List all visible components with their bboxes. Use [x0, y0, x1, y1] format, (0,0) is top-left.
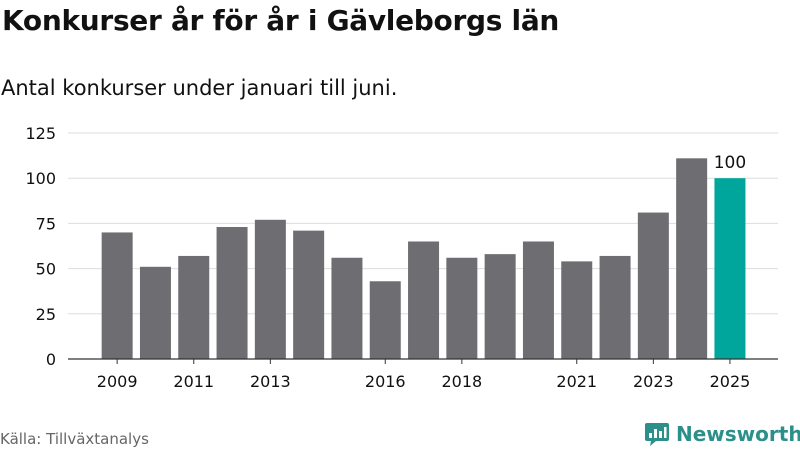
chart-title: Konkurser år för år i Gävleborgs län — [2, 4, 560, 37]
x-tick-label: 2009 — [97, 372, 138, 391]
x-tick-label: 2021 — [556, 372, 597, 391]
brand-name: Newsworthy — [676, 422, 800, 446]
bar-2016 — [369, 281, 401, 359]
x-tick-label: 2011 — [173, 372, 214, 391]
bar-2022 — [599, 255, 631, 359]
bar-2015 — [331, 257, 363, 359]
x-axis-ticks: 2009 2011 2013 2016 2018 2021 2023 2025 — [97, 359, 751, 391]
x-tick-label: 2018 — [441, 372, 482, 391]
y-tick-label: 25 — [36, 305, 56, 324]
y-tick-label: 0 — [46, 350, 56, 369]
source-note: Källa: Tillväxtanalys — [0, 430, 149, 448]
bar-2013 — [254, 219, 286, 359]
bar-2014 — [293, 230, 325, 359]
chart-subtitle: Antal konkurser under januari till juni. — [1, 76, 398, 100]
bar-2010 — [139, 266, 171, 359]
data-labels: 100 — [714, 153, 746, 173]
y-tick-label: 125 — [25, 124, 56, 143]
x-tick-label: 2023 — [633, 372, 674, 391]
bar-2019 — [484, 254, 516, 359]
bar-2023 — [637, 212, 669, 359]
bars — [101, 158, 746, 359]
bar-2012 — [216, 227, 248, 359]
bar-2021 — [561, 261, 593, 359]
bar-2011 — [178, 255, 210, 359]
newsworthy-logo-icon — [645, 423, 669, 446]
y-axis-ticks: 0 25 50 75 100 125 — [25, 124, 56, 369]
brand-logo: Newsworthy — [644, 420, 800, 448]
bar-2009 — [101, 232, 133, 359]
y-tick-label: 50 — [36, 260, 56, 279]
x-tick-label: 2025 — [710, 372, 751, 391]
bar-2018 — [446, 257, 478, 359]
data-label-2025: 100 — [714, 153, 746, 173]
bar-2025 — [714, 178, 746, 359]
bar-2024 — [676, 158, 708, 359]
x-tick-label: 2016 — [365, 372, 406, 391]
bar-2020 — [522, 241, 554, 359]
bar-2017 — [408, 241, 440, 359]
y-tick-label: 100 — [25, 169, 56, 188]
x-tick-label: 2013 — [250, 372, 291, 391]
y-tick-label: 75 — [36, 214, 56, 233]
